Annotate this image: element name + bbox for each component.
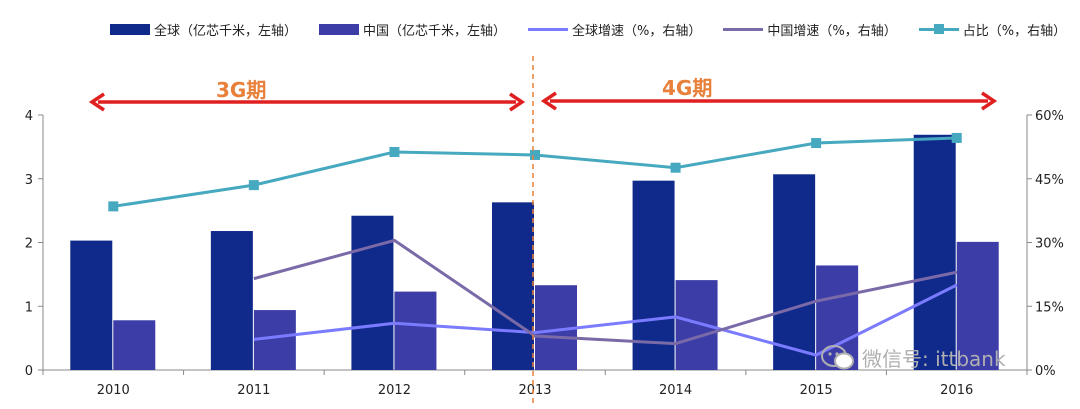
left-tick-label: 1 <box>25 300 33 315</box>
bar-global-2013 <box>492 202 534 370</box>
share-marker-1 <box>248 180 259 191</box>
x-tick-label-2016: 2016 <box>940 383 973 398</box>
right-tick-label: 60% <box>1035 109 1064 124</box>
legend-label-4: 占比（%，右轴） <box>962 24 1067 39</box>
bar-global-2015 <box>773 174 816 370</box>
legend-item-2: 全球增速（%，右轴） <box>528 20 701 39</box>
legend: 全球（亿芯千米，左轴） 中国（亿芯千米，左轴） 全球增速（%，右轴） 中国增速（%，右… <box>110 20 1066 39</box>
x-tick-label-2014: 2014 <box>659 383 692 398</box>
right-tick-label: 0% <box>1035 364 1056 379</box>
bar-china-2012 <box>394 291 437 370</box>
watermark: 微信号: ittbank <box>820 343 1006 372</box>
legend-item-3: 中国增速（%，右轴） <box>723 20 897 39</box>
share-marker-3 <box>530 149 540 160</box>
legend-item-1: 中国（亿芯千米，左轴） <box>319 20 506 39</box>
legend-item-4: 占比（%，右轴） <box>918 20 1067 39</box>
left-tick-label: 2 <box>25 237 33 252</box>
legend-swatch-2 <box>528 28 569 31</box>
line-series-1 <box>253 238 958 346</box>
legend-label-2: 全球增速（%，右轴） <box>572 24 702 39</box>
left-tick-label: 4 <box>25 109 33 124</box>
x-tick-label-2015: 2015 <box>800 383 833 398</box>
arrow-3g-head-left <box>88 92 105 112</box>
share-marker-6 <box>951 132 962 143</box>
arrow-4g-head-right <box>981 91 998 111</box>
line-series-0 <box>253 283 958 357</box>
period-label-3g: 3G期 <box>216 78 267 102</box>
line-series-2 <box>113 136 957 208</box>
bar-global-2012 <box>351 215 394 370</box>
bar-china-2010 <box>113 320 156 370</box>
arrow-3g-head-right <box>509 92 526 112</box>
right-tick-label: 45% <box>1035 173 1064 188</box>
legend-label-3: 中国增速（%，右轴） <box>767 24 897 39</box>
legend-item-0: 全球（亿芯千米，左轴） <box>110 20 297 39</box>
arrow-4g-head-left <box>540 91 557 111</box>
bar-global-2011 <box>210 231 253 370</box>
left-tick-label: 3 <box>25 173 33 188</box>
legend-swatch-3 <box>723 28 764 31</box>
x-tick-label-2012: 2012 <box>378 383 411 398</box>
share-marker-0 <box>108 201 119 212</box>
period-label-4g: 4G期 <box>662 76 713 100</box>
x-tick-label-2011: 2011 <box>237 383 270 398</box>
watermark-text: 微信号: ittbank <box>862 347 1006 371</box>
bar-china-2016 <box>956 241 999 370</box>
legend-swatch-1 <box>319 24 360 35</box>
share-marker-4 <box>670 162 681 173</box>
share-marker-5 <box>811 138 822 149</box>
right-tick-label: 15% <box>1035 300 1064 315</box>
legend-label-0: 全球（亿芯千米，左轴） <box>154 24 298 39</box>
share-marker-2 <box>389 146 400 157</box>
x-tick-label-2013: 2013 <box>518 383 551 398</box>
x-tick-label-2010: 2010 <box>97 383 130 398</box>
legend-swatch-0 <box>110 24 150 35</box>
right-tick-label: 30% <box>1035 237 1064 252</box>
legend-label-1: 中国（亿芯千米，左轴） <box>363 24 507 39</box>
bar-global-2010 <box>70 240 113 370</box>
legend-swatch-4 <box>918 24 959 34</box>
bar-global-2014 <box>632 180 675 370</box>
left-tick-label: 0 <box>25 364 33 379</box>
bar-global-2016 <box>913 134 956 370</box>
wechat-icon <box>820 344 856 372</box>
